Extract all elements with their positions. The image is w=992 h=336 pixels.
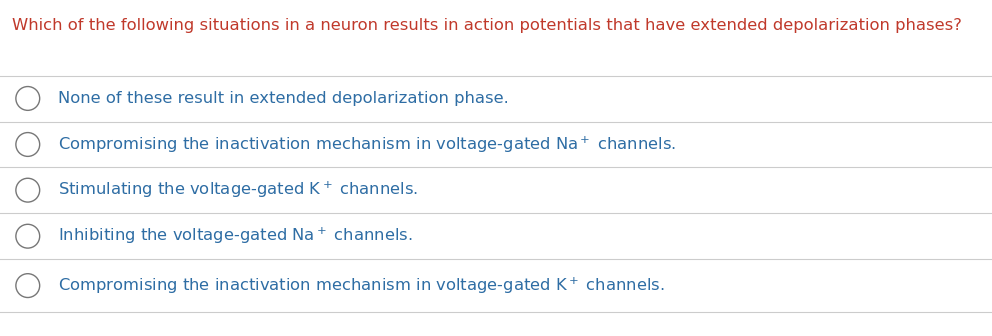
Text: Inhibiting the voltage-gated Na$^+$ channels.: Inhibiting the voltage-gated Na$^+$ chan…: [58, 226, 412, 246]
Text: Which of the following situations in a neuron results in action potentials that : Which of the following situations in a n…: [12, 18, 962, 34]
Text: Compromising the inactivation mechanism in voltage-gated K$^+$ channels.: Compromising the inactivation mechanism …: [58, 276, 664, 296]
Text: Compromising the inactivation mechanism in voltage-gated Na$^+$ channels.: Compromising the inactivation mechanism …: [58, 134, 676, 155]
Text: Stimulating the voltage-gated K$^+$ channels.: Stimulating the voltage-gated K$^+$ chan…: [58, 180, 418, 200]
Text: None of these result in extended depolarization phase.: None of these result in extended depolar…: [58, 91, 508, 106]
